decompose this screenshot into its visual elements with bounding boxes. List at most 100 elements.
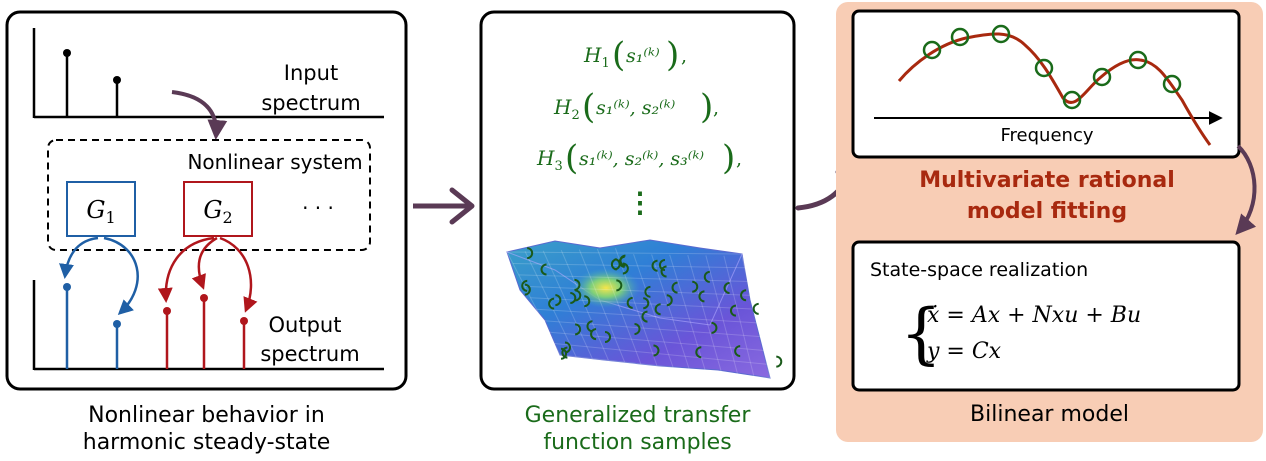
nonlinear-system-box	[47, 139, 371, 251]
panel-nonlinear-behavior: Input spectrum Nonlinear system G1 G2 · …	[5, 10, 408, 391]
surface-grid-line	[518, 274, 749, 283]
surface-sample-mark	[560, 347, 567, 360]
surface-sample-mark	[574, 323, 582, 336]
state-space-title: State-space realization	[870, 259, 1088, 281]
svg-text:(: (	[565, 138, 578, 178]
surface-sample-mark	[616, 279, 623, 292]
surface-sample-mark	[671, 281, 678, 294]
caption1-line1: Nonlinear behavior in	[88, 403, 325, 428]
surface-sample-mark	[561, 346, 568, 359]
surface-sample-mark	[734, 345, 741, 358]
output-spectrum-plot: Output spectrum	[32, 280, 384, 371]
surface-sample-mark	[654, 303, 661, 316]
state-space-eq1: ẋ = Ax + Nxu + Bu	[927, 303, 1141, 328]
surface-grid-line	[614, 248, 658, 366]
fit-sample-circle	[991, 24, 1011, 44]
svg-text:s₁⁽ᵏ⁾: s₁⁽ᵏ⁾	[626, 45, 660, 67]
input-label-line2: spectrum	[261, 91, 360, 115]
input-to-system-arrow	[171, 90, 228, 140]
svg-text:(: (	[612, 35, 625, 75]
surface-sample-mark	[604, 331, 611, 344]
state-space-eq2: y = Cx	[926, 339, 1002, 364]
nonlinear-system-label: Nonlinear system	[187, 150, 362, 174]
svg-text:): )	[700, 87, 713, 127]
surface-grid-line	[530, 297, 755, 310]
fit-sample-circle	[1092, 67, 1112, 87]
svg-text:H2: H2	[553, 95, 580, 123]
caption-nonlinear-behavior: Nonlinear behavior in harmonic steady-st…	[7, 402, 406, 456]
caption3-line1: Bilinear model	[970, 402, 1129, 427]
block-g2-label: G2	[203, 196, 232, 227]
g1-arrow-right	[103, 236, 139, 316]
svg-text:H3: H3	[536, 146, 563, 174]
surface-grid-line	[633, 253, 674, 368]
surface-sample-mark	[622, 262, 629, 275]
surface-grid-line	[741, 255, 771, 379]
surface-sample-mark	[555, 294, 562, 307]
state-space-frame	[851, 240, 1241, 392]
surface-sample-mark	[643, 297, 650, 310]
svg-text:,: ,	[681, 45, 687, 67]
surface-grid-line	[542, 250, 593, 359]
surface-sample-mark	[723, 282, 730, 295]
input-stem-2-dot	[113, 76, 121, 84]
output-stem-red-2-dot	[200, 294, 208, 302]
caption2-line1: Generalized transfer	[524, 403, 751, 428]
surface-sample-mark	[660, 265, 667, 278]
caption-bilinear-model: Bilinear model	[836, 401, 1263, 428]
surface-sample-points	[521, 247, 783, 368]
frequency-plot-frame	[851, 9, 1241, 159]
surface-grid-line	[596, 248, 642, 365]
svg-text:,: ,	[736, 148, 742, 170]
surface-sample-mark	[740, 289, 747, 302]
fit-sample-circle	[950, 27, 970, 47]
block-g2	[183, 181, 253, 237]
svg-text:s₁⁽ᵏ⁾, s₂⁽ᵏ⁾: s₁⁽ᵏ⁾, s₂⁽ᵏ⁾	[596, 97, 676, 119]
surface-grid-line	[559, 354, 771, 379]
svg-text:): )	[666, 35, 679, 75]
transfer-function-surface	[506, 239, 783, 379]
surface-sample-mark	[575, 289, 582, 302]
fit-sample-circle	[1128, 50, 1148, 70]
output-stem-red-3-dot	[240, 317, 248, 325]
surface-grid-line	[542, 320, 761, 338]
svg-text:,: ,	[713, 97, 719, 119]
surface-sample-mark	[521, 279, 528, 292]
surface-sample-mark	[634, 323, 641, 336]
surface-grid-line	[669, 254, 706, 372]
g2-arrow-left	[157, 236, 215, 303]
caption-transfer-function-samples: Generalized transfer function samples	[481, 402, 794, 456]
fit-sample-circle	[1062, 90, 1082, 110]
surface-grid-line	[536, 308, 758, 324]
g1-arrow-left	[59, 236, 99, 279]
output-label-line1: Output	[269, 313, 342, 337]
surface-sample-mark	[653, 344, 660, 357]
surface-sample-mark	[651, 259, 658, 272]
surface-sample-mark	[527, 247, 534, 260]
surface-grid-line	[506, 251, 561, 356]
surface-grid-line	[512, 262, 746, 269]
arrow-1-to-2	[413, 187, 475, 225]
svg-text:): )	[722, 138, 735, 178]
surface-sample-mark	[548, 297, 555, 310]
surface-sample-mark	[590, 328, 597, 341]
surface-grid-line	[524, 285, 752, 296]
surface-grid-line	[554, 343, 767, 365]
surface-sample-mark	[574, 278, 581, 291]
caption2-line2: function samples	[543, 430, 732, 455]
fit-sample-circle	[922, 40, 942, 60]
surface-sample-mark	[644, 285, 651, 298]
output-stem-blue-2-dot	[113, 320, 121, 328]
surface-sample-mark	[698, 290, 705, 303]
surface-fold	[506, 251, 743, 326]
fit-title-line1: Multivariate rational	[919, 168, 1175, 193]
fit-to-realization-arrow	[1235, 144, 1257, 235]
surface-sample-mark	[626, 296, 633, 309]
caption1-line2: harmonic steady-state	[82, 430, 331, 455]
output-stem-red-1-dot	[163, 307, 171, 315]
surface-grid-line	[723, 255, 755, 377]
surface-grid-line	[651, 254, 690, 370]
input-stem-1-dot	[63, 49, 71, 57]
more-blocks-dots: · · ·	[302, 196, 334, 220]
surface-sample-mark	[711, 321, 718, 334]
